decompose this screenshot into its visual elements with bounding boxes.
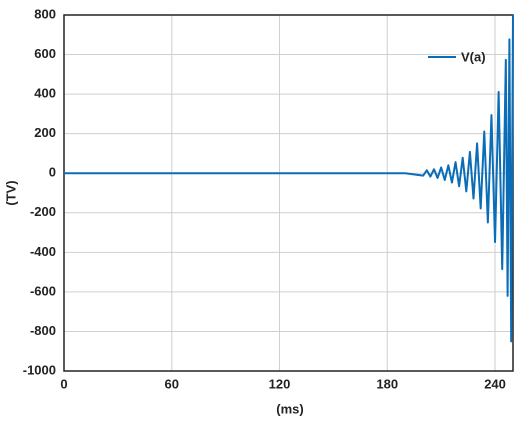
legend-label: V(a) xyxy=(461,49,486,64)
y-axis-label: (TV) xyxy=(3,180,18,205)
plot-frame xyxy=(63,14,514,372)
y-tick-label: 200 xyxy=(34,125,56,140)
x-tick-label: 240 xyxy=(484,376,506,391)
x-tick-label: 60 xyxy=(165,376,179,391)
y-tick-label: 400 xyxy=(34,86,56,101)
y-tick-label: 0 xyxy=(49,165,56,180)
x-tick-label: 180 xyxy=(376,376,398,391)
x-axis-label: (ms) xyxy=(276,401,303,416)
y-tick-label: -200 xyxy=(30,204,56,219)
x-tick-label: 120 xyxy=(269,376,291,391)
y-tick-label: -400 xyxy=(30,244,56,259)
y-tick-label: -1000 xyxy=(23,362,56,377)
y-tick-label: 600 xyxy=(34,46,56,61)
x-tick-label: 0 xyxy=(60,376,67,391)
y-tick-label: -800 xyxy=(30,323,56,338)
y-tick-label: -600 xyxy=(30,283,56,298)
y-tick-label: 800 xyxy=(34,6,56,21)
data-line xyxy=(64,14,514,343)
